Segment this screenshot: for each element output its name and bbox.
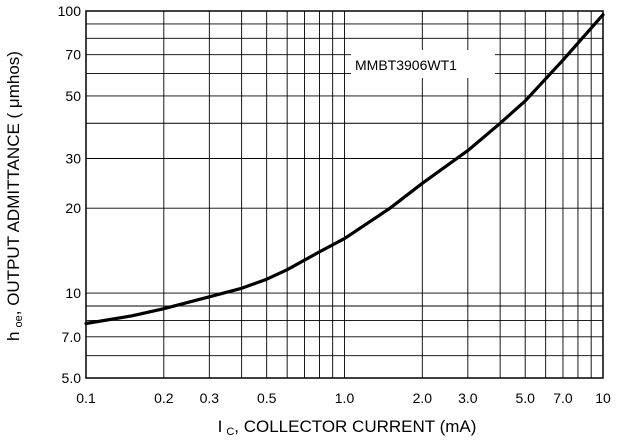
plot-frame [85,10,604,379]
y-axis-label-main: h [4,331,23,340]
y-axis-label: h oe, OUTPUT ADMITTANCE ( μmhos) [4,51,25,341]
x-axis-label-rest: , COLLECTOR CURRENT (mA) [234,417,476,436]
annotation-background [351,50,495,78]
y-tick-label: 10 [65,285,81,301]
grid [85,10,604,379]
x-axis-label: I C, COLLECTOR CURRENT (mA) [218,417,477,438]
y-axis-label-sub: oe [13,315,25,327]
x-tick-label: 2.0 [413,390,433,406]
x-tick-label: 0.1 [76,390,96,406]
x-axis-label-main: I [218,417,223,436]
x-tick-label: 0.5 [257,390,277,406]
y-tick-label: 100 [58,3,82,19]
x-axis-label-sub: C [226,426,234,438]
x-tick-label: 7.0 [553,390,573,406]
y-tick-label: 70 [65,47,81,63]
series-layer [84,13,605,326]
x-tick-label: 1.0 [335,390,355,406]
y-axis-label-rest: , OUTPUT ADMITTANCE ( μmhos) [4,51,23,315]
y-tick-label: 5.0 [62,370,82,386]
x-tick-label: 3.0 [458,390,478,406]
y-tick-label: 7.0 [62,329,82,345]
annotation-box: MMBT3906WT1 [351,50,495,78]
x-tick-label: 10 [595,390,611,406]
x-tick-labels: 0.1 0.2 0.3 0.5 1.0 2.0 3.0 5.0 7.0 10 [76,390,611,406]
y-tick-label: 50 [65,88,81,104]
y-tick-label: 30 [65,150,81,166]
x-tick-label: 0.2 [154,390,174,406]
series-line [84,13,605,326]
y-tick-labels: 5.0 7.0 10 20 30 50 70 100 [58,3,82,386]
x-tick-label: 5.0 [515,390,535,406]
y-tick-label: 20 [65,200,81,216]
x-tick-label: 0.3 [200,390,220,406]
annotation-label: MMBT3906WT1 [355,57,457,73]
